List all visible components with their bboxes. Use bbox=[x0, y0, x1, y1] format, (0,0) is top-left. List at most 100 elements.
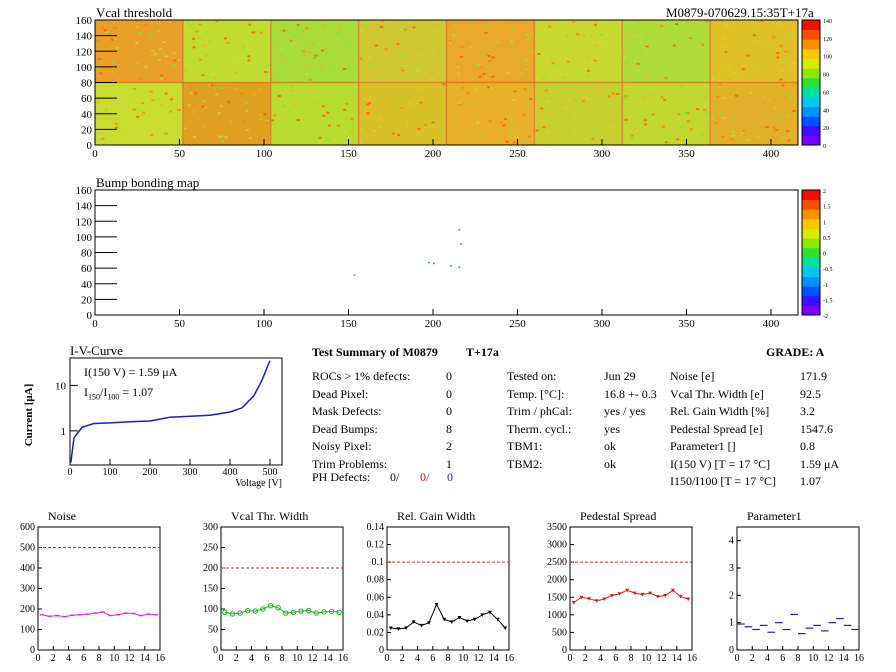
palette-tick: -1.5 bbox=[823, 298, 833, 304]
roc-plot-point bbox=[678, 595, 683, 599]
roc-plot-ytick: 0 bbox=[562, 645, 567, 656]
roc-plot-point bbox=[237, 610, 243, 616]
roc-plot-point bbox=[655, 595, 660, 599]
roc-plot-point bbox=[419, 623, 424, 628]
roc-plot-ytick: 2000 bbox=[547, 575, 567, 586]
roc-plot-ytick: 0.06 bbox=[367, 592, 385, 603]
roc-plot-point bbox=[495, 617, 500, 622]
roc-plot-xtick: 14 bbox=[839, 653, 849, 664]
roc-plot-ytick: 0.14 bbox=[367, 522, 385, 533]
dead-bump-marker bbox=[449, 265, 452, 267]
roc-plot-ytick: 100 bbox=[203, 604, 218, 615]
roc-plot-point bbox=[594, 599, 599, 603]
roc-plot-title: Parameter1 bbox=[747, 509, 802, 523]
palette-tick: 40 bbox=[823, 108, 829, 114]
vcal-xtick: 150 bbox=[340, 148, 357, 160]
palette-tick: 2 bbox=[823, 189, 826, 195]
roc-plot-ytick: 0 bbox=[213, 645, 218, 656]
roc-plot-point bbox=[321, 609, 327, 615]
palette-tick: 100 bbox=[823, 55, 832, 61]
roc-plot-ytick: 0 bbox=[379, 645, 384, 656]
roc-plot-ytick: 200 bbox=[203, 563, 218, 574]
bump-xtick: 50 bbox=[174, 318, 186, 330]
roc-plot-ytick: 1500 bbox=[547, 592, 567, 603]
roc-plot-point bbox=[267, 603, 274, 609]
summary-right-value: 1.07 bbox=[800, 474, 821, 488]
roc-plot-xtick: 0 bbox=[735, 653, 740, 664]
roc-plot-xtick: 16 bbox=[155, 653, 165, 664]
roc-plot-point bbox=[229, 611, 236, 617]
roc-plot-xtick: 8 bbox=[446, 653, 451, 664]
vcal-ytick: 20 bbox=[81, 124, 93, 136]
summary-mid-label: Temp. [°C]: bbox=[507, 386, 565, 401]
roc-plot-point bbox=[472, 617, 477, 622]
summary-mid-label: Therm. cycl.: bbox=[507, 421, 572, 436]
vcal-ytick: 140 bbox=[76, 31, 93, 43]
palette-tick: 1.5 bbox=[823, 205, 831, 211]
roc-plot-ytick: 600 bbox=[20, 522, 35, 533]
bump-ytick: 120 bbox=[76, 216, 93, 228]
roc-plot-ytick: 2500 bbox=[547, 557, 567, 568]
iv-xtick: 200 bbox=[143, 467, 158, 478]
roc-plot-point bbox=[313, 610, 320, 616]
vcal-xtick: 0 bbox=[92, 148, 98, 160]
vcal-xtick: 300 bbox=[594, 148, 611, 160]
vcal-xtick: 400 bbox=[763, 148, 780, 160]
roc-plot-ytick: 250 bbox=[203, 543, 218, 554]
roc-plot-point bbox=[587, 597, 592, 601]
iv-xtick: 0 bbox=[68, 467, 73, 478]
summary-suffix: T+17a bbox=[466, 345, 499, 359]
palette-tick: 0 bbox=[823, 252, 826, 258]
iv-xtick: 400 bbox=[223, 467, 238, 478]
roc-plot-ytick: 500 bbox=[20, 543, 35, 554]
bump-xtick: 100 bbox=[256, 318, 273, 330]
roc-plot-point bbox=[222, 609, 228, 615]
roc-plot-line bbox=[573, 589, 689, 604]
roc-plot-point bbox=[442, 617, 447, 622]
dead-bump-marker bbox=[353, 274, 356, 276]
palette-tick: -2 bbox=[823, 314, 828, 320]
roc-plot-title: Pedestal Spread bbox=[580, 509, 656, 523]
roc-plot-ytick: 0 bbox=[729, 645, 734, 656]
vcal-ytick: 60 bbox=[81, 93, 93, 105]
roc-plot-xtick: 0 bbox=[385, 653, 390, 664]
vcal-xtick: 350 bbox=[678, 148, 695, 160]
roc-plot-xtick: 16 bbox=[854, 653, 864, 664]
summary-right-label: Rel. Gain Width [%] bbox=[670, 404, 770, 418]
roc-plot-xtick: 8 bbox=[97, 653, 102, 664]
summary-right-value: 1.59 μA bbox=[800, 456, 840, 471]
roc-plot-xtick: 14 bbox=[672, 653, 682, 664]
summary-mid-label: Tested on: bbox=[507, 369, 557, 383]
roc-plot-point bbox=[617, 592, 622, 596]
roc-plot-point bbox=[396, 627, 401, 631]
iv-xtick: 500 bbox=[263, 467, 278, 478]
vcal-xtick: 50 bbox=[174, 148, 186, 160]
summary-left-label: Dead Bumps: bbox=[312, 421, 378, 436]
roc-plot-xtick: 0 bbox=[219, 653, 224, 664]
roc-plot-ytick: 0.02 bbox=[367, 627, 385, 638]
roc-plot-ytick: 0.12 bbox=[367, 540, 385, 551]
summary-left-label: Trim Problems: bbox=[312, 456, 388, 471]
roc-plot-point bbox=[571, 601, 576, 605]
roc-plot-xtick: 2 bbox=[234, 653, 239, 664]
palette-tick: 1 bbox=[823, 220, 826, 226]
dead-bump-marker bbox=[427, 261, 430, 264]
ph-defects-v1: 0/ bbox=[390, 470, 400, 484]
bump-ytick: 0 bbox=[87, 310, 93, 322]
roc-plot-point bbox=[388, 626, 393, 631]
bump-ytick: 20 bbox=[81, 294, 93, 306]
roc-plot-point bbox=[244, 607, 251, 614]
roc-plot-xtick: 10 bbox=[109, 653, 119, 664]
roc-plot-xtick: 10 bbox=[808, 653, 818, 664]
roc-plot-point bbox=[426, 621, 431, 625]
roc-plot-point bbox=[632, 591, 637, 596]
palette-tick: 140 bbox=[823, 19, 832, 25]
summary-right-label: Pedestal Spread [e] bbox=[670, 421, 763, 436]
roc-plot-point bbox=[305, 607, 312, 614]
bump-ytick: 100 bbox=[76, 232, 93, 244]
bump-xtick: 250 bbox=[509, 318, 526, 330]
roc-plot-point bbox=[465, 619, 470, 624]
roc-plot-xtick: 16 bbox=[338, 653, 348, 664]
